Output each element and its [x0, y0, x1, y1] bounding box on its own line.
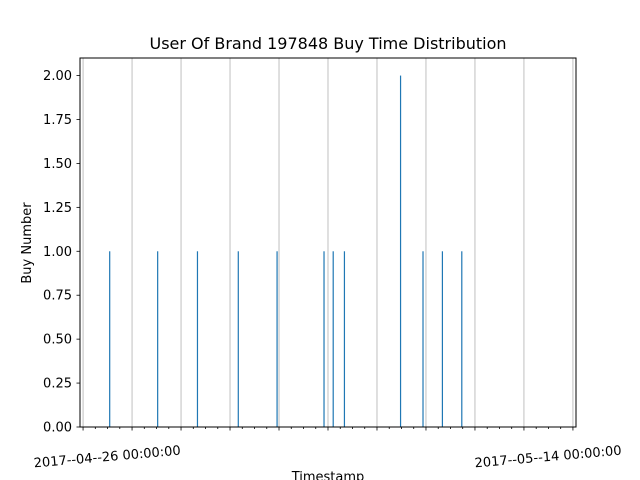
chart-title: User Of Brand 197848 Buy Time Distributi…	[149, 34, 506, 53]
grid-lines	[82, 58, 574, 427]
y-axis-ticks: 0.00 0.25 0.50 0.75 1.00 1.25 1.50 1.75 2.00	[43, 69, 80, 436]
y-tick-label: 0.75	[43, 289, 72, 304]
y-tick-label: 2.00	[43, 69, 72, 84]
bar	[441, 251, 444, 427]
bar	[323, 251, 325, 427]
y-tick-label: 1.25	[43, 201, 72, 216]
bar	[422, 251, 424, 427]
bars	[109, 75, 463, 428]
y-tick-label: 0.25	[43, 377, 72, 392]
y-tick-label: 1.00	[43, 245, 72, 260]
x-axis-label: Timestamp	[291, 470, 365, 480]
y-tick-label: 0.50	[43, 333, 72, 348]
y-tick-label: 0.00	[43, 421, 72, 436]
bar	[399, 75, 402, 428]
bar	[332, 251, 334, 427]
y-axis-label: Buy Number	[20, 202, 35, 284]
bar	[276, 251, 278, 427]
bar	[461, 251, 463, 427]
y-tick-label: 1.75	[43, 113, 72, 128]
y-tick-label: 1.50	[43, 157, 72, 172]
bar	[157, 251, 159, 427]
bar	[196, 251, 199, 427]
bar	[237, 251, 239, 427]
bar	[343, 251, 346, 427]
bar	[109, 251, 111, 427]
